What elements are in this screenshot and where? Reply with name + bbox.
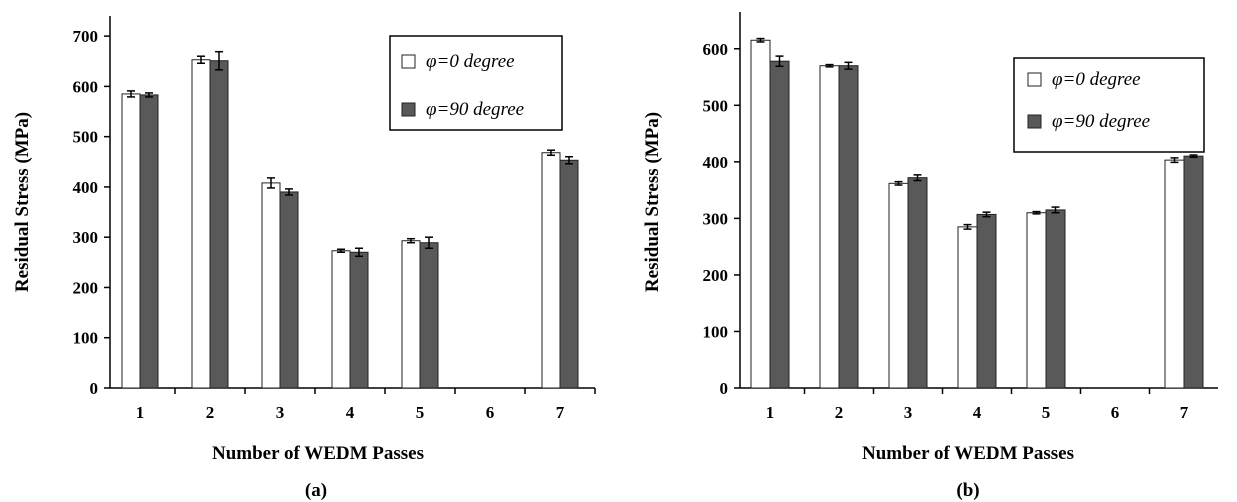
bar-phi90 — [209, 60, 229, 389]
legend-swatch — [1027, 114, 1042, 129]
bar-phi90 — [419, 242, 439, 389]
bar-phi90 — [559, 159, 579, 389]
legend-label: φ=0 degree — [426, 51, 515, 72]
x-tick-label: 2 — [206, 403, 215, 422]
y-tick-label: 600 — [73, 77, 99, 96]
x-axis-title: Number of WEDM Passes — [212, 443, 424, 464]
legend-label: φ=0 degree — [1052, 69, 1141, 90]
figure-caption: (a) — [305, 480, 327, 501]
x-tick-label: 1 — [766, 403, 775, 422]
legend-swatch — [401, 102, 416, 117]
x-tick-label: 3 — [276, 403, 285, 422]
y-tick-label: 0 — [720, 379, 729, 398]
x-tick-label: 6 — [1111, 403, 1120, 422]
x-tick-label: 1 — [136, 403, 145, 422]
x-tick-label: 7 — [556, 403, 565, 422]
y-axis-title: Residual Stress (MPa) — [642, 112, 663, 292]
bar-phi0 — [888, 182, 909, 389]
chart-b: 0 100 200 300 400 500 600 1 2 3 4 5 6 7 Residual Stres… — [642, 12, 1218, 501]
y-tick-label: 400 — [703, 153, 729, 172]
x-tick-label: 4 — [346, 403, 355, 422]
bar-phi0 — [261, 182, 281, 389]
y-tick-label: 100 — [703, 322, 729, 341]
x-tick-label: 5 — [1042, 403, 1051, 422]
bar-phi90 — [139, 94, 159, 389]
bar-phi0 — [957, 226, 978, 389]
bar-phi90 — [976, 213, 997, 389]
legend-box — [389, 35, 563, 131]
bar-phi90 — [907, 177, 928, 389]
y-tick-label: 0 — [90, 379, 99, 398]
bar-phi0 — [541, 152, 561, 389]
y-tick-label: 100 — [73, 329, 99, 348]
y-tick-label: 400 — [73, 178, 99, 197]
bar-phi90 — [1183, 155, 1204, 389]
bar-phi90 — [349, 251, 369, 389]
x-tick-label: 3 — [904, 403, 913, 422]
y-axis-title: Residual Stress (MPa) — [12, 112, 33, 292]
legend-box — [1013, 57, 1205, 153]
y-tick-label: 300 — [703, 209, 729, 228]
bar-phi90 — [838, 65, 859, 389]
x-tick-label: 7 — [1180, 403, 1189, 422]
bar-phi90 — [1045, 209, 1066, 389]
y-tick-label: 200 — [703, 266, 729, 285]
bar-phi0 — [401, 240, 421, 389]
x-axis-title: Number of WEDM Passes — [862, 443, 1074, 464]
bar-phi0 — [121, 93, 141, 389]
y-tick-label: 600 — [703, 40, 729, 59]
bar-phi0 — [1026, 212, 1047, 389]
bar-phi90 — [279, 191, 299, 389]
bar-phi90 — [769, 60, 790, 389]
bar-phi0 — [191, 59, 211, 389]
bar-phi0 — [819, 65, 840, 389]
y-tick-label: 200 — [73, 278, 99, 297]
x-tick-label: 5 — [416, 403, 425, 422]
y-tick-label: 500 — [73, 128, 99, 147]
legend-label: φ=90 degree — [1052, 111, 1150, 132]
legend-swatch — [401, 54, 416, 69]
chart-a: 0 100 200 300 400 500 600 700 1 2 3 4 5 6 7 Residual St… — [12, 16, 596, 501]
x-tick-label: 6 — [486, 403, 495, 422]
bar-phi0 — [331, 250, 351, 389]
y-tick-label: 700 — [73, 27, 99, 46]
figure-caption: (b) — [956, 480, 979, 501]
y-tick-label: 500 — [703, 96, 729, 115]
bar-phi0 — [750, 39, 771, 389]
x-tick-label: 2 — [835, 403, 844, 422]
bar-phi0 — [1164, 159, 1185, 389]
legend-label: φ=90 degree — [426, 99, 524, 120]
x-tick-label: 4 — [973, 403, 982, 422]
legend-swatch — [1027, 72, 1042, 87]
y-tick-label: 300 — [73, 228, 99, 247]
